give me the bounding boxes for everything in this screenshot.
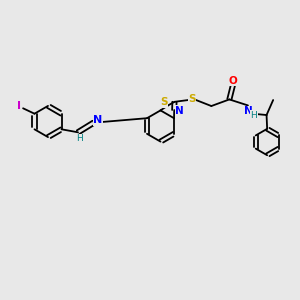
Text: N: N [94, 115, 103, 125]
Text: I: I [17, 101, 22, 111]
Text: H: H [76, 134, 83, 143]
Text: N: N [244, 106, 253, 116]
Text: N: N [175, 106, 184, 116]
Text: S: S [188, 94, 196, 104]
Text: S: S [160, 97, 168, 107]
Text: H: H [250, 110, 257, 119]
Text: O: O [229, 76, 237, 85]
